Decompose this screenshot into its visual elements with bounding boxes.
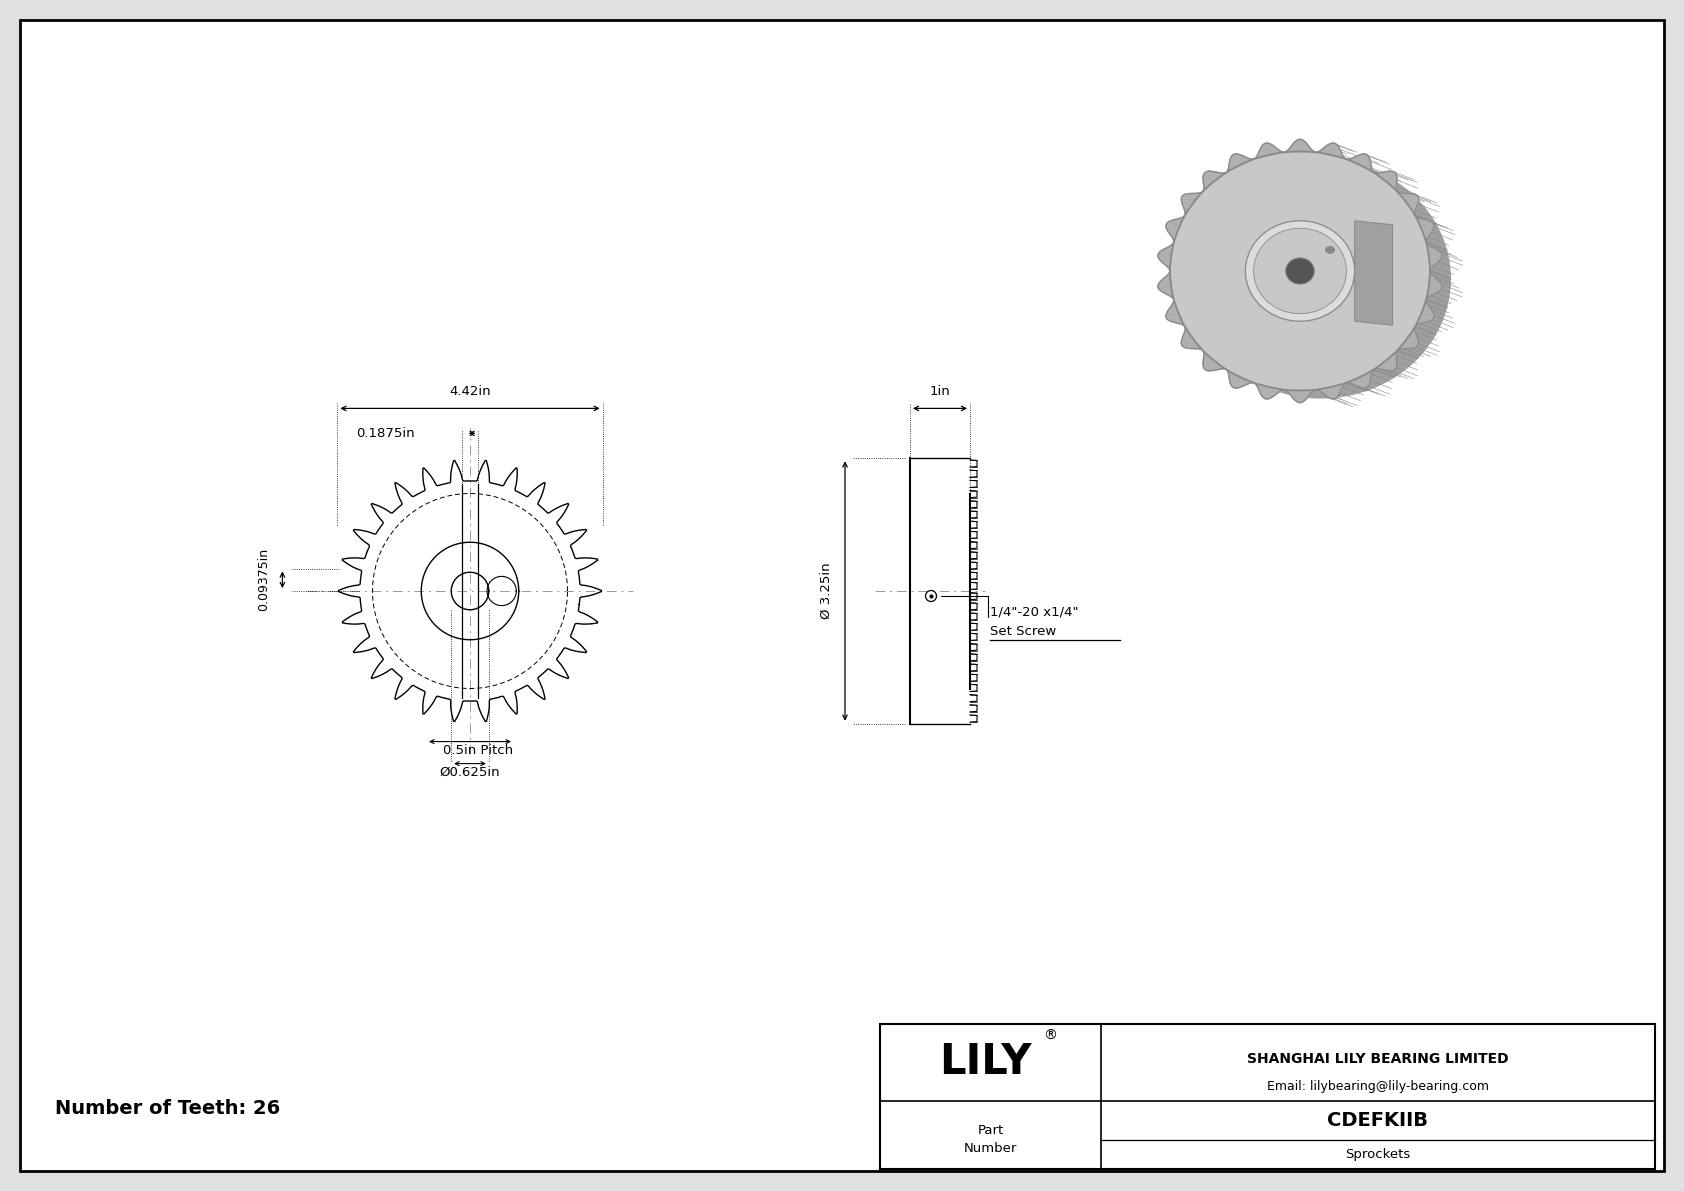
Text: Ø 3.25in: Ø 3.25in <box>820 562 834 619</box>
Polygon shape <box>1255 143 1283 158</box>
Polygon shape <box>1398 192 1418 214</box>
Text: 1/4"-20 x1/4": 1/4"-20 x1/4" <box>990 605 1078 618</box>
Polygon shape <box>1398 328 1418 350</box>
Ellipse shape <box>1253 229 1347 313</box>
Text: 4.42in: 4.42in <box>450 386 490 399</box>
Text: Part: Part <box>977 1124 1004 1137</box>
Polygon shape <box>1317 143 1346 158</box>
Text: Set Screw: Set Screw <box>990 625 1056 638</box>
Text: LILY: LILY <box>940 1041 1032 1084</box>
Polygon shape <box>1285 139 1315 152</box>
Text: Number of Teeth: 26: Number of Teeth: 26 <box>56 1099 280 1118</box>
Ellipse shape <box>1325 247 1334 254</box>
Text: 0.09375in: 0.09375in <box>258 548 271 611</box>
Polygon shape <box>1182 192 1202 214</box>
Polygon shape <box>1285 389 1315 403</box>
Text: Ø0.625in: Ø0.625in <box>440 766 500 779</box>
Ellipse shape <box>1170 151 1430 391</box>
Text: 1in: 1in <box>930 386 950 399</box>
Ellipse shape <box>1191 160 1452 399</box>
Text: 0.1875in: 0.1875in <box>357 426 414 439</box>
Polygon shape <box>1416 300 1435 326</box>
Text: Sprockets: Sprockets <box>1346 1148 1411 1161</box>
Ellipse shape <box>1246 220 1354 322</box>
Polygon shape <box>1374 172 1398 192</box>
Polygon shape <box>1374 351 1398 370</box>
Bar <box>881 1024 1655 1170</box>
Polygon shape <box>1182 328 1202 350</box>
Text: ®: ® <box>1044 1028 1058 1042</box>
Polygon shape <box>1426 243 1442 270</box>
Polygon shape <box>1202 172 1226 192</box>
Text: 0.5in Pitch: 0.5in Pitch <box>443 743 514 756</box>
Polygon shape <box>1202 351 1226 370</box>
Polygon shape <box>1255 384 1283 399</box>
Polygon shape <box>1347 369 1374 388</box>
Polygon shape <box>1159 272 1174 299</box>
Text: Number: Number <box>963 1142 1017 1155</box>
Polygon shape <box>1226 154 1253 173</box>
Polygon shape <box>1426 272 1442 299</box>
Polygon shape <box>1347 154 1374 173</box>
Polygon shape <box>1354 220 1393 325</box>
Text: CDEFKIIB: CDEFKIIB <box>1327 1111 1428 1130</box>
Ellipse shape <box>1285 257 1314 285</box>
Polygon shape <box>1165 216 1184 242</box>
Polygon shape <box>1159 243 1174 270</box>
Text: SHANGHAI LILY BEARING LIMITED: SHANGHAI LILY BEARING LIMITED <box>1248 1052 1509 1066</box>
Polygon shape <box>1165 300 1184 326</box>
Polygon shape <box>1317 384 1346 399</box>
Text: Email: lilybearing@lily-bearing.com: Email: lilybearing@lily-bearing.com <box>1266 1080 1489 1093</box>
Polygon shape <box>1226 369 1253 388</box>
Polygon shape <box>1416 216 1435 242</box>
